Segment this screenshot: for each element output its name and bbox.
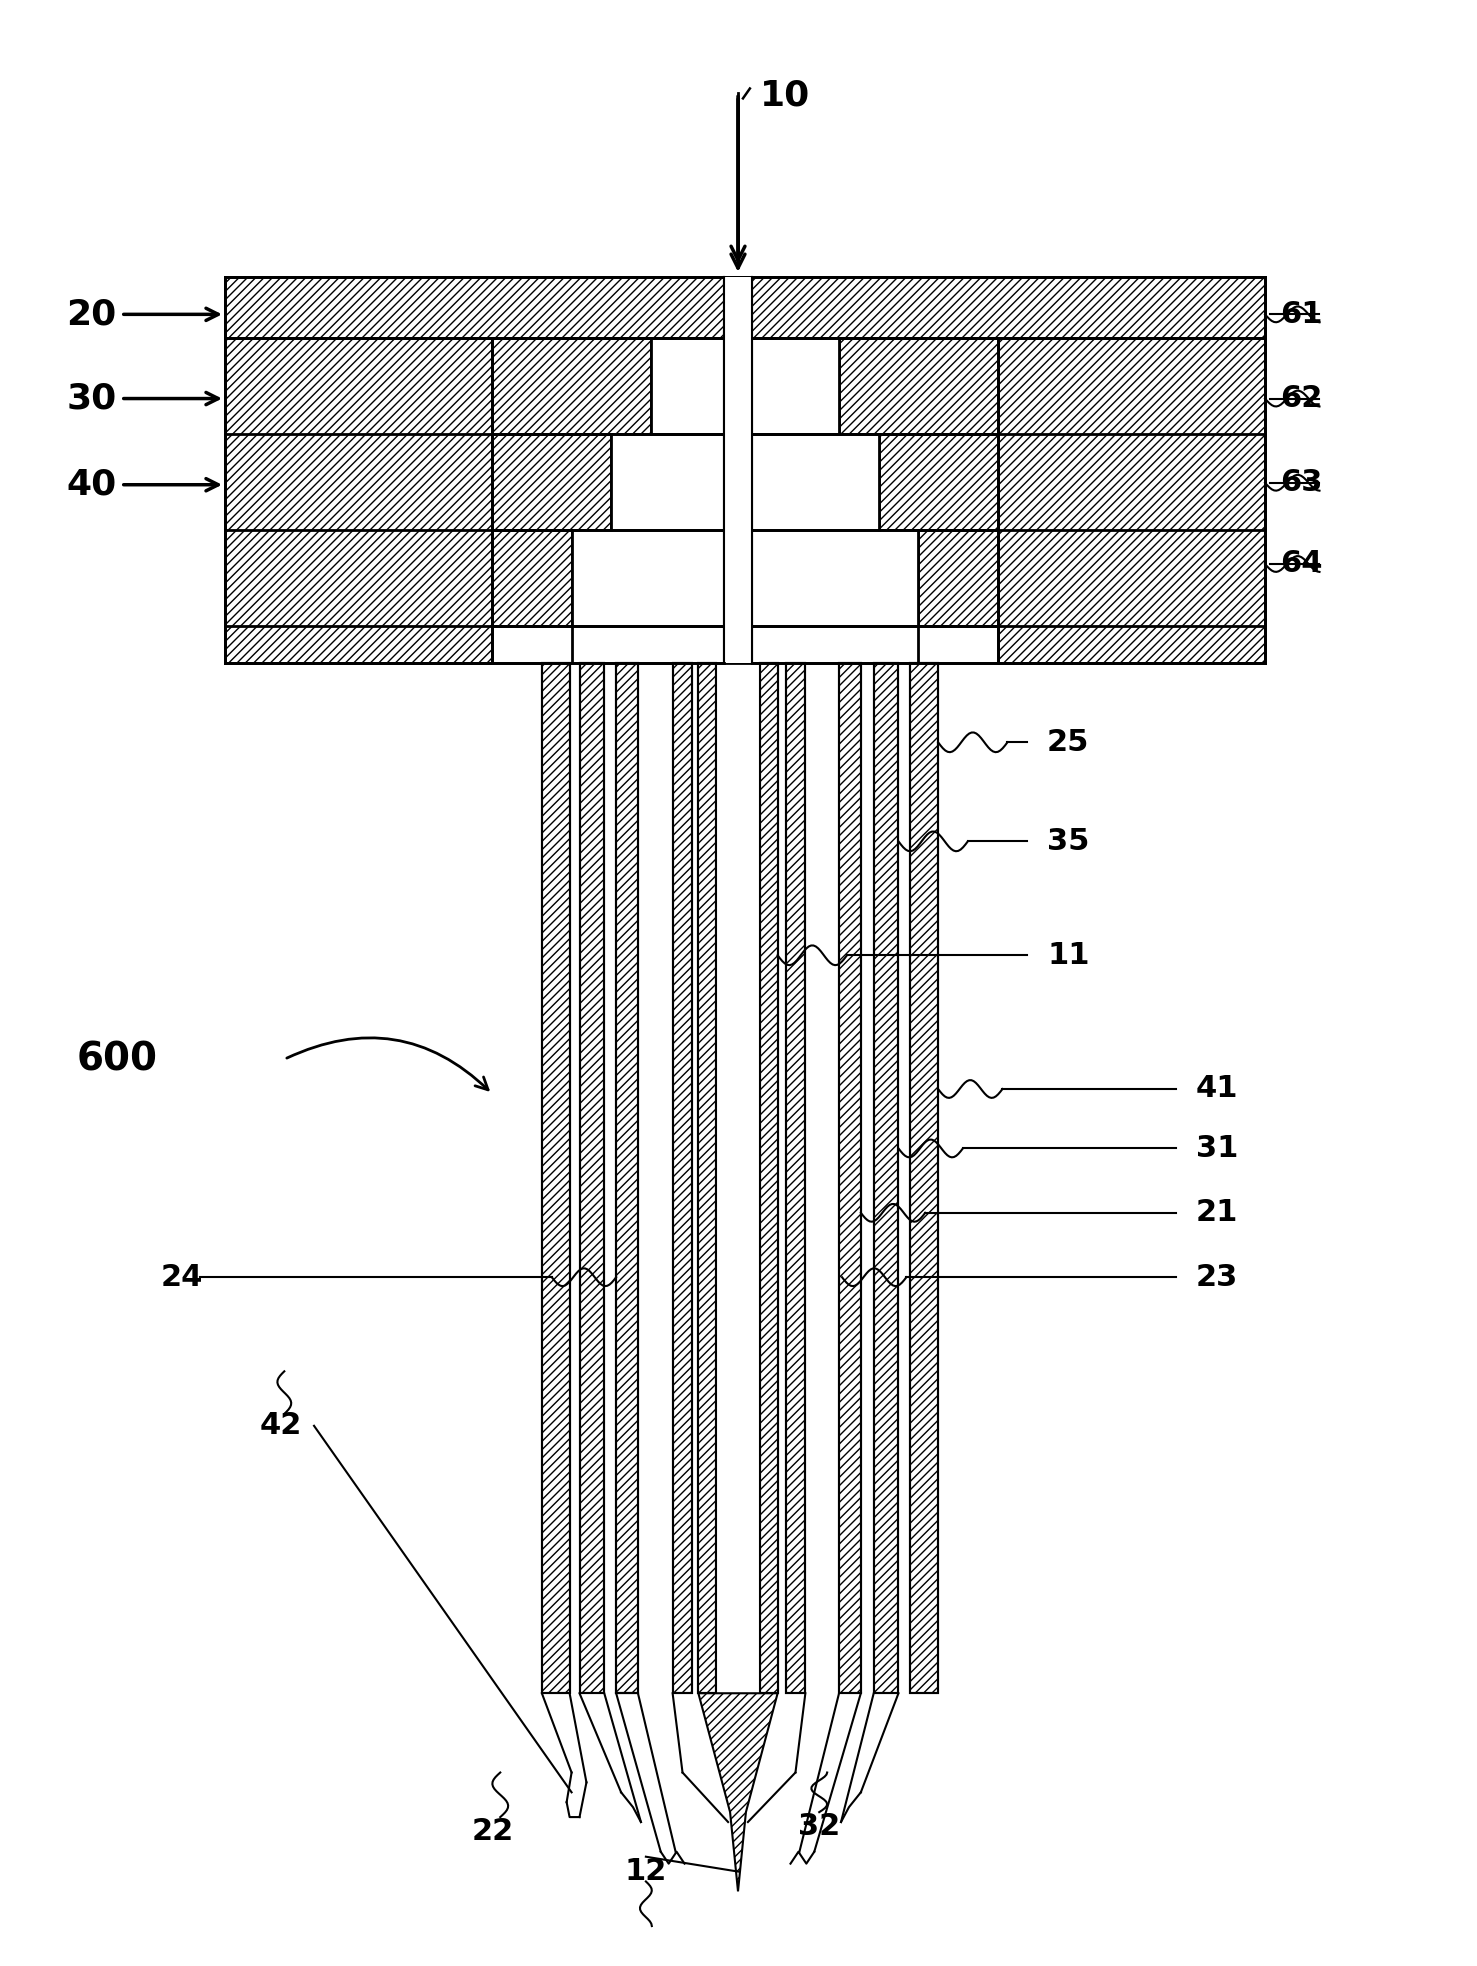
Bar [919, 531, 997, 627]
Bar [611, 434, 879, 531]
Bar [699, 663, 716, 1693]
Bar [638, 663, 672, 1693]
Bar [492, 338, 651, 434]
Bar [898, 663, 910, 1693]
Text: 24: 24 [161, 1262, 202, 1292]
Text: 62: 62 [1281, 383, 1322, 413]
Bar [839, 663, 861, 1693]
Bar [724, 277, 752, 663]
Bar [997, 277, 1264, 663]
Text: 32: 32 [798, 1813, 840, 1842]
Bar [759, 663, 777, 1693]
Bar [579, 663, 604, 1693]
Bar [542, 663, 938, 1693]
Bar [874, 663, 898, 1693]
Bar [572, 531, 919, 627]
Text: 40: 40 [66, 468, 117, 501]
Bar [492, 277, 997, 663]
Bar [542, 663, 570, 1693]
Bar [672, 663, 693, 1693]
Text: 31: 31 [1196, 1134, 1238, 1164]
Bar [616, 663, 638, 1693]
Text: 35: 35 [1047, 828, 1090, 855]
Bar [225, 277, 492, 663]
Bar [492, 434, 611, 531]
Polygon shape [699, 1693, 777, 1891]
Text: 12: 12 [625, 1858, 668, 1885]
Text: 42: 42 [260, 1412, 301, 1441]
Text: 30: 30 [66, 381, 117, 415]
Bar [225, 277, 1264, 338]
Text: 61: 61 [1281, 301, 1322, 328]
Bar [724, 277, 752, 663]
Bar [542, 663, 570, 1693]
Bar [225, 277, 1264, 338]
Bar [616, 663, 638, 1693]
Text: 63: 63 [1281, 468, 1322, 497]
Bar [839, 338, 997, 434]
Bar [672, 663, 693, 1693]
Text: 64: 64 [1281, 549, 1322, 578]
Bar [225, 277, 492, 663]
Bar [861, 663, 874, 1693]
Bar [786, 663, 805, 1693]
Text: 25: 25 [1047, 727, 1090, 757]
Bar [777, 663, 786, 1693]
Bar [910, 663, 938, 1693]
Bar [910, 663, 938, 1693]
Bar [997, 277, 1264, 663]
Text: 41: 41 [1196, 1075, 1238, 1103]
Bar [759, 663, 777, 1693]
Bar [570, 663, 579, 1693]
Bar [839, 663, 861, 1693]
Text: 600: 600 [77, 1040, 157, 1077]
Bar [579, 663, 604, 1693]
Bar [604, 663, 616, 1693]
Bar [805, 663, 839, 1693]
Text: 11: 11 [1047, 942, 1090, 969]
Bar [693, 663, 699, 1693]
Bar [716, 663, 759, 1693]
Bar [879, 434, 997, 531]
Bar [699, 663, 716, 1693]
Text: 22: 22 [471, 1817, 514, 1846]
Bar [651, 338, 839, 434]
Text: 10: 10 [759, 79, 809, 112]
Bar [786, 663, 805, 1693]
Text: 20: 20 [66, 297, 117, 332]
Text: 21: 21 [1196, 1199, 1238, 1227]
Bar [492, 531, 572, 627]
Bar [874, 663, 898, 1693]
Text: 23: 23 [1196, 1262, 1238, 1292]
